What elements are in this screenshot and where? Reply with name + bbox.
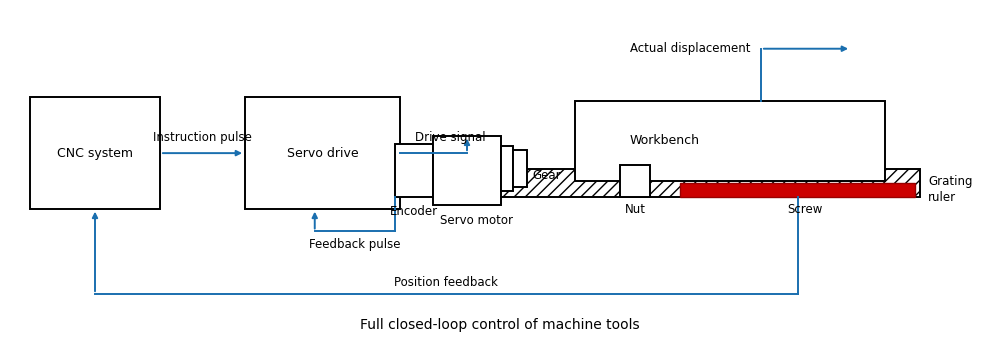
Text: Full closed-loop control of machine tools: Full closed-loop control of machine tool…: [360, 318, 640, 332]
Text: Screw: Screw: [787, 203, 823, 216]
Text: Workbench: Workbench: [630, 134, 700, 148]
Text: Servo drive: Servo drive: [287, 147, 358, 160]
Bar: [575, 101, 885, 181]
Bar: [395, 144, 433, 197]
Bar: [245, 97, 400, 209]
Bar: [433, 136, 501, 205]
Text: Actual displacement: Actual displacement: [630, 42, 751, 55]
Text: Servo motor: Servo motor: [440, 214, 514, 227]
Bar: [500, 169, 920, 197]
Text: CNC system: CNC system: [57, 147, 133, 160]
Text: Gear: Gear: [532, 169, 561, 182]
Text: Nut: Nut: [624, 203, 646, 216]
Bar: [501, 146, 513, 191]
Bar: [620, 165, 650, 197]
Text: Drive signal: Drive signal: [415, 132, 486, 144]
Text: Grating
ruler: Grating ruler: [928, 175, 972, 204]
Text: Position feedback: Position feedback: [394, 276, 498, 289]
Bar: [30, 97, 160, 209]
Text: Encoder: Encoder: [390, 205, 438, 218]
Bar: [513, 150, 527, 187]
Text: Instruction pulse: Instruction pulse: [153, 132, 252, 144]
Text: Feedback pulse: Feedback pulse: [309, 238, 401, 251]
Bar: [680, 183, 915, 197]
